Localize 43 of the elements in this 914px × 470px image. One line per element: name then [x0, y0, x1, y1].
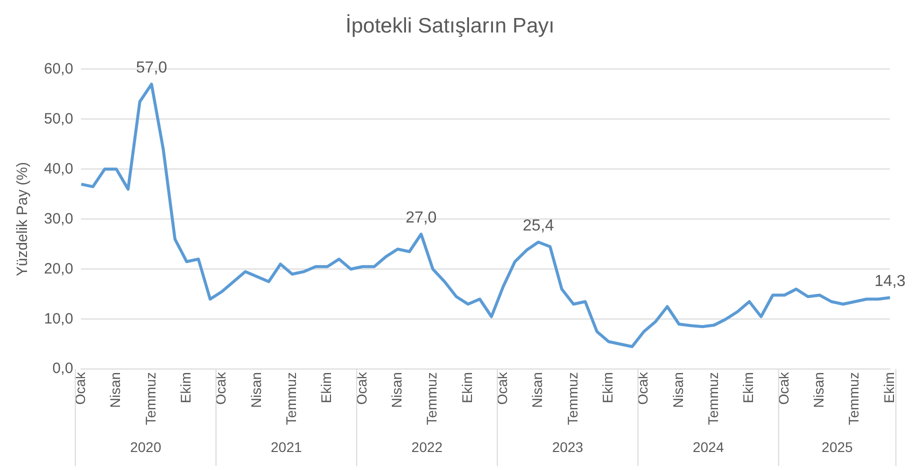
text: 2024: [692, 438, 724, 455]
x-tick-label: Ocak: [494, 371, 510, 405]
x-tick-label: Temmuz: [846, 372, 862, 426]
x-tick-label: Ekim: [600, 372, 616, 404]
x-tick-label: Nisan: [529, 372, 546, 408]
x-tick-label: Temmuz: [283, 372, 300, 426]
x-tick-label: Temmuz: [424, 372, 440, 426]
x-tick-label: Ocak: [212, 371, 229, 405]
data-label: 25,4: [522, 218, 554, 235]
x-tick-label: Nisan: [810, 372, 827, 408]
x-tick-label: Nisan: [388, 372, 405, 408]
x-tick-label: Ekim: [740, 372, 756, 404]
x-tick-label: Ekim: [458, 372, 475, 404]
data-label: 14,3: [874, 273, 906, 290]
y-tick-label: 30,0: [44, 210, 74, 228]
y-tick-label: 60,0: [44, 60, 74, 78]
x-tick-label: Nisan: [248, 372, 264, 408]
x-tick-label: Ekim: [178, 372, 194, 404]
y-tick-label: 20,0: [44, 260, 74, 278]
y-tick-label: 0,0: [52, 360, 74, 378]
x-tick-label: Temmuz: [142, 372, 158, 426]
y-tick-label: 40,0: [44, 160, 74, 178]
x-tick-label: Temmuz: [564, 372, 580, 426]
text: 2023: [552, 438, 584, 455]
text: 2021: [270, 438, 302, 455]
x-tick-label: Ekim: [318, 372, 334, 404]
x-tick-label: Temmuz: [705, 372, 722, 426]
chart-title: İpotekli Satışların Payı: [346, 13, 554, 38]
data-label: 27,0: [406, 210, 437, 227]
x-tick-label: Nisan: [107, 372, 124, 408]
y-tick-label: 10,0: [44, 310, 74, 328]
y-axis-title: Yüzdelik Pay (%): [14, 162, 32, 276]
y-tick-label: 50,0: [44, 110, 74, 128]
data-label: 57,0: [136, 60, 168, 77]
x-tick-label: Ocak: [634, 371, 651, 405]
x-tick-label: Nisan: [670, 372, 686, 408]
x-tick-label: Ocak: [775, 371, 792, 405]
x-tick-label: Ocak: [353, 371, 370, 405]
x-tick-label: Ekim: [880, 372, 897, 404]
x-tick-label: Ocak: [72, 371, 88, 405]
text: 2020: [130, 438, 162, 455]
text: 2025: [822, 438, 854, 455]
text: 2022: [411, 438, 443, 455]
